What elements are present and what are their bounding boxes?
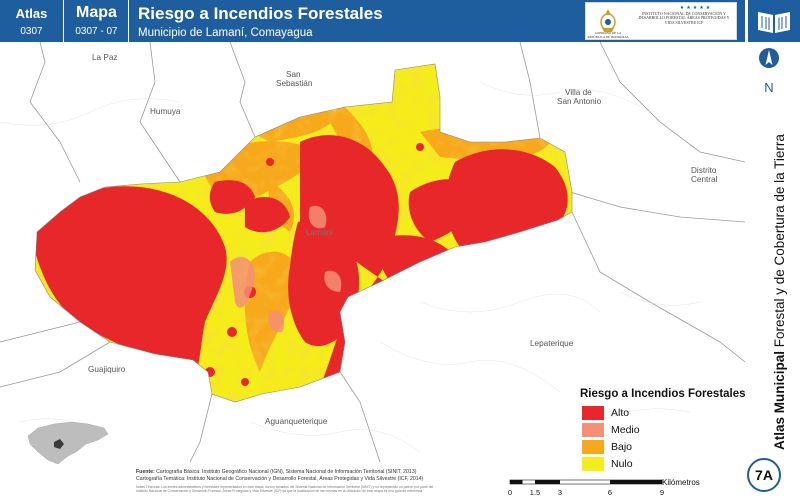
side-title-rest: Forestal y de Cobertura de la Tierra [772, 134, 787, 351]
legend-item: Alto [580, 406, 746, 423]
atlas-cell: Atlas 0307 [0, 0, 64, 42]
government-logo-text: GOBIERNO DE LA REPÚBLICA DE HONDURAS [587, 31, 629, 39]
open-book-icon [758, 12, 790, 33]
map-subtitle: Municipio de Lamaní, Comayagua [138, 27, 313, 39]
scale-tick: 1.5 [529, 488, 541, 497]
place-aguanqueterique: Aguanqueterique [265, 417, 328, 426]
place-guajiquiro: Guajiquiro [88, 365, 126, 374]
source-credits: Fuente: Cartografía Básica: Instituto Ge… [136, 469, 506, 482]
honduras-locator-inset [27, 421, 109, 465]
technical-notes: Notas Técnicas: Los límites administrati… [136, 485, 434, 494]
place-villa-line1: Villa de [565, 88, 592, 97]
place-lamani: Lamaní [306, 228, 334, 237]
legend: Riesgo a Incendios Forestales Alto Medio… [580, 388, 746, 474]
scale-tick: 6 [607, 488, 613, 497]
legend-item: Bajo [580, 440, 746, 457]
legend-label-bajo: Bajo [611, 441, 633, 453]
atlas-code: 0307 [20, 26, 43, 37]
legend-swatch-bajo [582, 440, 604, 454]
legend-item: Medio [580, 423, 746, 440]
place-la-paz: La Paz [92, 53, 118, 62]
municipality-boundary [34, 63, 573, 403]
place-humuya: Humuya [150, 107, 181, 116]
legend-title: Riesgo a Incendios Forestales [580, 388, 746, 400]
scale-unit: Kilómetros [662, 478, 700, 487]
source-line2: Cartografía Temática: Instituto Nacional… [136, 475, 424, 482]
mapa-label: Mapa [76, 4, 117, 21]
side-title-bold: Atlas Municipal [772, 350, 787, 450]
map-number-badge: 7A [747, 458, 781, 492]
mapa-code: 0307 - 07 [75, 26, 118, 37]
north-letter: N [764, 80, 774, 95]
legend-swatch-alto [582, 406, 604, 420]
header-bar: Atlas 0307 Mapa 0307 - 07 Riesgo a Incen… [0, 0, 745, 42]
title-block: Riesgo a Incendios Forestales Municipio … [138, 4, 383, 39]
government-seal-icon [600, 9, 616, 32]
scale-tick: 3 [557, 488, 563, 497]
atlas-book-button[interactable] [748, 0, 800, 42]
side-title: Atlas Municipal Forestal y de Cobertura … [757, 80, 787, 450]
institution-logos: GOBIERNO DE LA REPÚBLICA DE HONDURAS ★★★… [585, 2, 737, 40]
legend-label-alto: Alto [611, 407, 630, 419]
municipal-boundaries [0, 42, 745, 462]
place-distrito-line1: Distrito [691, 166, 717, 175]
north-arrow-icon [759, 48, 779, 68]
atlas-label: Atlas [15, 6, 48, 21]
place-distrito-line2: Central [691, 175, 718, 184]
legend-item: Nulo [580, 457, 746, 474]
risk-map [0, 42, 745, 462]
icf-logo-text: INSTITUTO NACIONAL DE CONSERVACIÓN Y DES… [638, 11, 730, 25]
icf-stars-icon: ★★★★★ [679, 5, 713, 11]
scale-tick: 9 [659, 488, 665, 497]
source-label: Fuente: [136, 469, 155, 475]
legend-label-medio: Medio [611, 424, 640, 436]
source-line1: Cartografía Básica: Instituto Geográfico… [154, 469, 417, 475]
scale-tick: 0 [507, 488, 513, 497]
place-lepaterique: Lepaterique [530, 339, 574, 348]
risk-medio-zone [230, 205, 342, 333]
place-villa-line2: San Antonio [557, 97, 602, 106]
mapa-cell: Mapa 0307 - 07 [65, 0, 129, 42]
map-title: Riesgo a Incendios Forestales [138, 4, 383, 23]
place-san-sebastian-line2: Sebastián [276, 79, 313, 88]
scale-bar [509, 479, 663, 485]
legend-swatch-medio [582, 423, 604, 437]
legend-label-nulo: Nulo [611, 458, 633, 470]
place-san-sebastian-line1: San [286, 70, 301, 79]
legend-swatch-nulo [582, 457, 604, 471]
